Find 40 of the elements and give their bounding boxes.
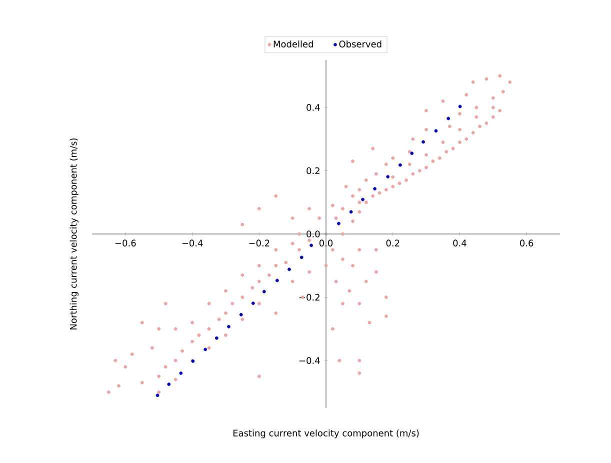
- point: [386, 175, 390, 178]
- y-tick-label: −0.2: [299, 294, 320, 301]
- point: [337, 222, 340, 226]
- point: [288, 268, 291, 272]
- point: [276, 278, 279, 282]
- point: [251, 302, 255, 305]
- point: [434, 129, 438, 133]
- point: [214, 336, 218, 340]
- point: [300, 256, 304, 260]
- legend-label: Observed: [339, 40, 382, 48]
- point: [262, 290, 266, 294]
- point: [458, 104, 462, 108]
- point: [410, 152, 414, 156]
- x-tick-label: 0.0: [319, 240, 333, 246]
- point: [446, 116, 450, 120]
- legend-label: Modelled: [274, 40, 313, 48]
- point: [422, 140, 425, 144]
- point: [179, 371, 183, 375]
- y-tick-label: 0.2: [306, 167, 320, 174]
- y-tick-label: 0.0: [306, 230, 320, 238]
- point: [156, 394, 160, 398]
- point: [398, 163, 402, 167]
- point: [239, 312, 243, 316]
- y-tick-label: 0.4: [306, 104, 320, 111]
- point: [361, 198, 364, 202]
- x-tick-label: 0.6: [520, 240, 534, 246]
- point: [373, 187, 377, 190]
- x-tick-label: −0.6: [115, 240, 136, 246]
- y-tick-label: −0.4: [299, 357, 320, 364]
- x-axis-title: Easting current velocity component (m/s): [233, 430, 419, 438]
- x-tick-label: 0.4: [453, 240, 466, 246]
- point: [349, 210, 353, 214]
- point: [204, 348, 208, 352]
- point: [167, 382, 171, 386]
- point: [227, 324, 230, 328]
- y-axis-title: Northing current velocity component (m/s): [70, 138, 78, 330]
- point: [310, 244, 313, 248]
- x-tick-label: 0.2: [386, 240, 400, 246]
- x-tick-label: −0.4: [182, 240, 203, 246]
- x-tick-label: −0.2: [249, 240, 270, 246]
